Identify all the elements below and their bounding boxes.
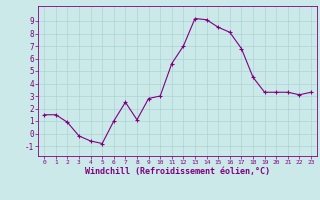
- X-axis label: Windchill (Refroidissement éolien,°C): Windchill (Refroidissement éolien,°C): [85, 167, 270, 176]
